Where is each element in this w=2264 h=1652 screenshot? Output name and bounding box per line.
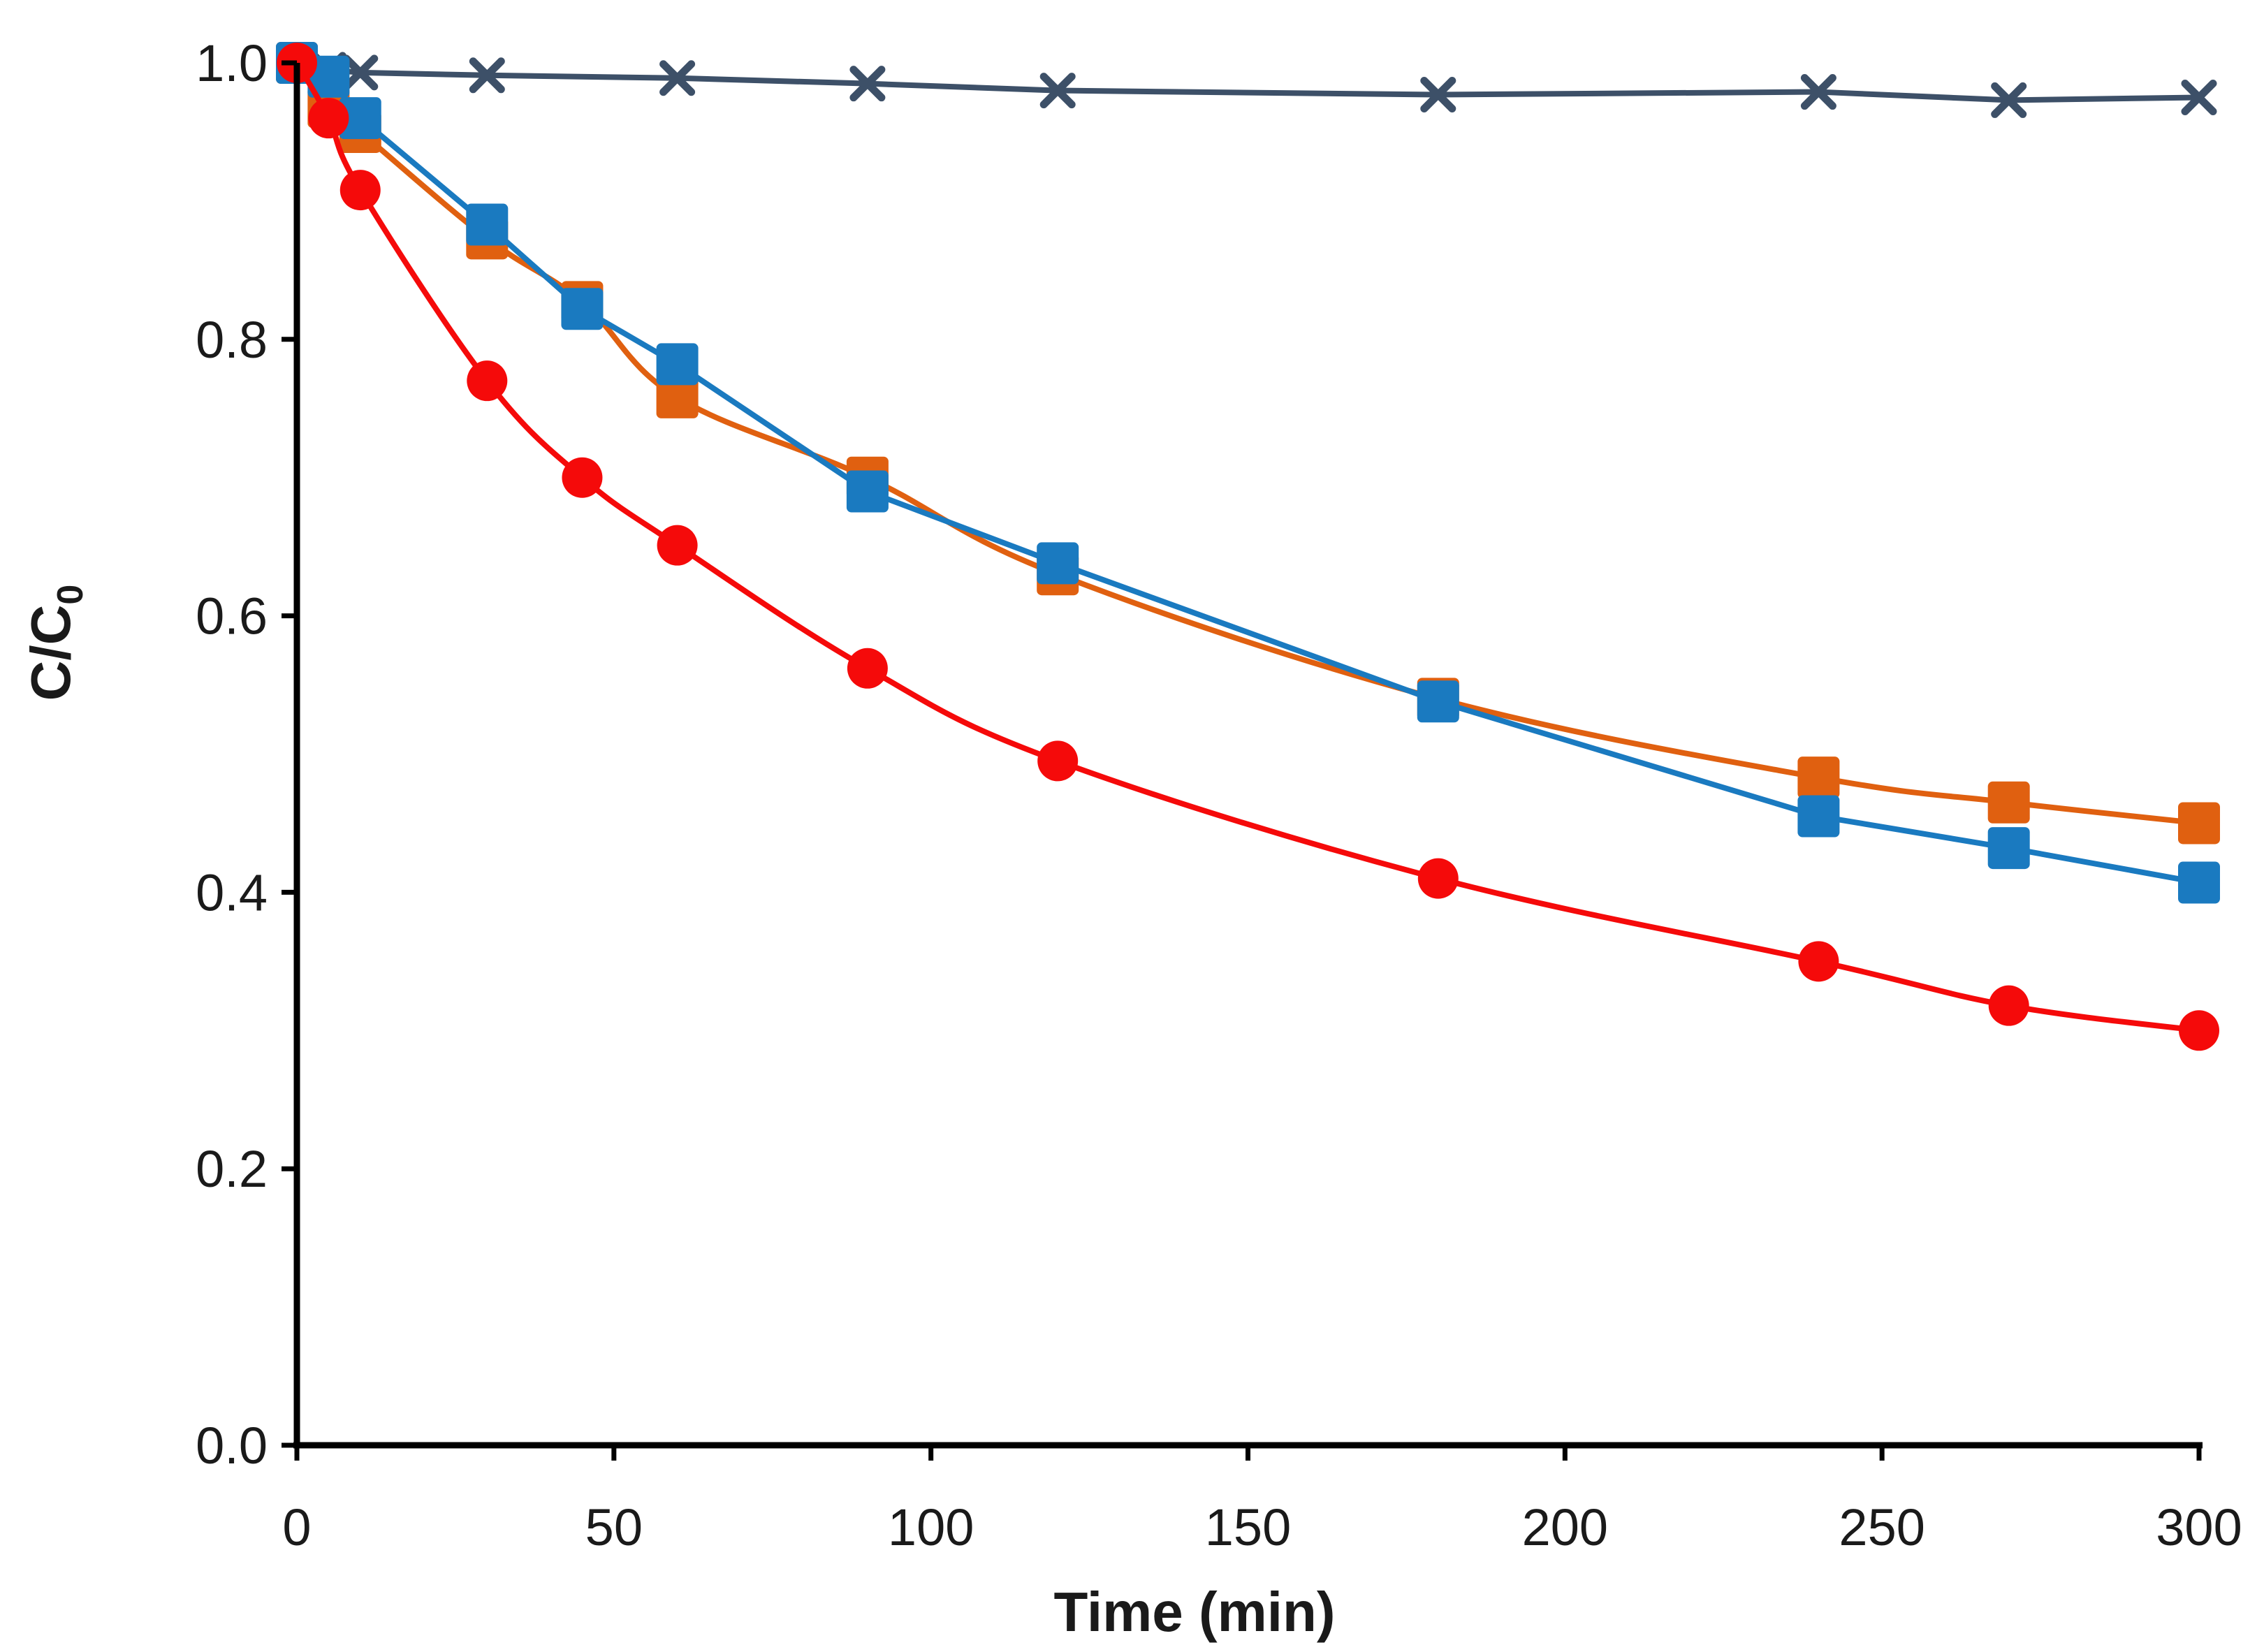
y-tick-label: 0.0 (196, 1417, 268, 1475)
data-point-circle (1798, 941, 1839, 982)
y-tick-label: 0.8 (196, 311, 268, 369)
axes (293, 63, 2203, 1449)
y-axis-title-main: C/C (20, 605, 82, 701)
data-point-circle (657, 525, 698, 566)
x-tick-label: 200 (1522, 1498, 1608, 1556)
series-layer (276, 42, 2220, 1051)
data-point-circle (2179, 1010, 2219, 1051)
data-point-square (1987, 827, 2030, 870)
data-point-cross (1991, 82, 2027, 118)
data-point-circle (308, 98, 349, 139)
series-cross-line (296, 60, 2200, 103)
data-point-cross (659, 60, 696, 96)
x-tick-label: 50 (585, 1498, 643, 1556)
x-tick-label: 300 (2156, 1498, 2242, 1556)
data-point-cross (1420, 77, 1456, 113)
data-point-circle (562, 457, 603, 498)
data-point-circle (847, 648, 888, 689)
data-point-square (2178, 861, 2220, 904)
data-point-cross (2181, 79, 2217, 115)
data-point-circle (467, 360, 508, 402)
data-point-square (339, 97, 381, 140)
y-axis-title-sub: 0 (50, 585, 91, 605)
data-point-circle (339, 170, 381, 211)
data-point-square (307, 55, 350, 98)
ticks (282, 60, 2202, 1461)
x-tick-label: 150 (1205, 1498, 1291, 1556)
series-orange-square (276, 42, 2220, 845)
data-point-square (656, 376, 699, 418)
x-axis-title: Time (min) (1053, 1581, 1335, 1643)
data-point-square (846, 470, 889, 513)
data-point-cross (849, 66, 886, 102)
data-point-circle (1988, 985, 2029, 1026)
data-point-circle (1417, 858, 1459, 899)
data-point-cross (1800, 74, 1836, 110)
data-point-square (1797, 756, 1840, 799)
x-tick-label: 250 (1839, 1498, 1925, 1556)
y-tick-label: 1.0 (196, 34, 268, 92)
series-cross (279, 45, 2217, 118)
y-tick-label: 0.2 (196, 1140, 268, 1198)
data-point-square (1987, 781, 2030, 824)
data-point-square (2178, 802, 2220, 845)
tick-labels: 0.0 0.2 0.4 0.6 0.8 1.0 0 50 100 150 200 250 300 (196, 34, 2242, 1556)
data-point-square (656, 343, 699, 386)
y-tick-label: 0.4 (196, 863, 268, 921)
x-tick-label: 100 (888, 1498, 974, 1556)
data-point-square (1797, 795, 1840, 838)
data-point-square (1037, 542, 1079, 585)
data-point-cross (342, 54, 379, 91)
data-point-square (466, 203, 509, 246)
data-point-cross (1039, 73, 1076, 109)
data-point-cross (469, 57, 505, 94)
series-red-circle-line (294, 61, 2200, 1034)
series-red-circle (277, 43, 2219, 1051)
y-axis-title: C/C0 (20, 585, 91, 701)
data-point-square (561, 288, 604, 330)
series-orange-square-line (294, 61, 2200, 826)
data-point-circle (1037, 740, 1079, 782)
x-tick-label: 0 (282, 1498, 311, 1556)
y-tick-label: 0.6 (196, 587, 268, 645)
data-point-square (1417, 680, 1459, 723)
